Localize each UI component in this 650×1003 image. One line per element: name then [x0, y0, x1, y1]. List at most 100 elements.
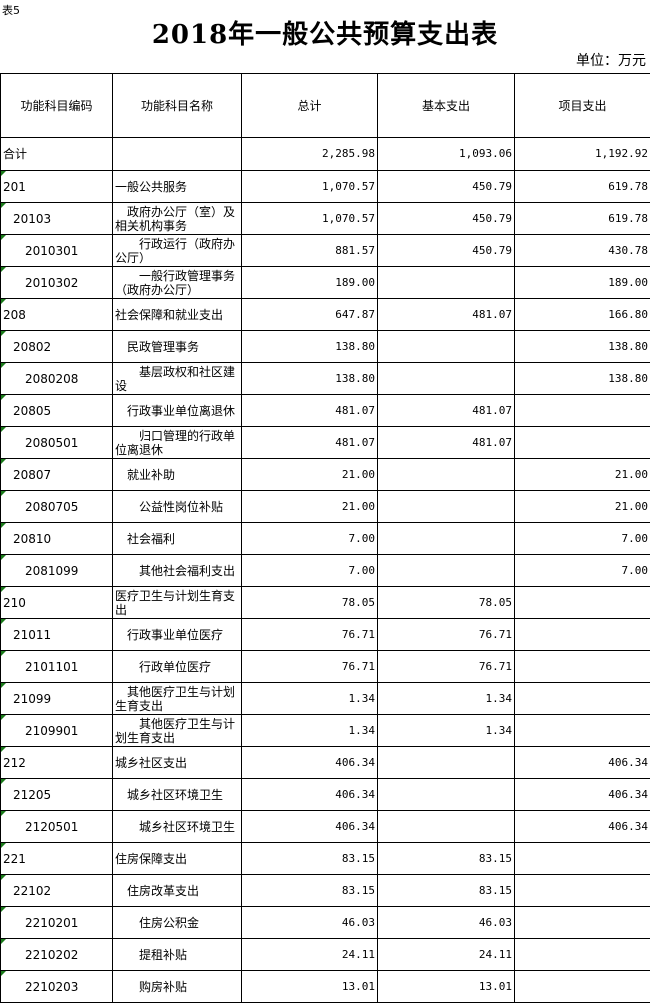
row-name: 行政单位医疗	[112, 650, 242, 683]
row-project: 406.34	[514, 778, 650, 811]
row-name: 购房补贴	[112, 970, 242, 1003]
total-project: 1,192.92	[514, 137, 650, 171]
row-name: 住房公积金	[112, 906, 242, 939]
row-total: 647.87	[241, 298, 378, 331]
row-basic: 450.79	[377, 170, 515, 203]
table-row: 201 一般公共服务 1,070.57 450.79 619.78	[0, 170, 650, 203]
table-row: 2101101 行政单位医疗 76.71 76.71	[0, 650, 650, 683]
row-code: 2210201	[0, 906, 113, 939]
row-total: 24.11	[241, 938, 378, 971]
row-name: 一般行政管理事务（政府办公厅）	[112, 266, 242, 299]
row-name: 其他医疗卫生与计划生育支出	[112, 714, 242, 747]
row-project	[514, 842, 650, 875]
row-name: 其他医疗卫生与计划生育支出	[112, 682, 242, 715]
row-total: 76.71	[241, 618, 378, 651]
row-project	[514, 586, 650, 619]
row-basic: 481.07	[377, 394, 515, 427]
row-basic	[377, 458, 515, 491]
row-name: 民政管理事务	[112, 330, 242, 363]
row-basic	[377, 330, 515, 363]
row-total: 406.34	[241, 746, 378, 779]
row-total: 1,070.57	[241, 202, 378, 235]
row-basic: 83.15	[377, 842, 515, 875]
row-code: 2101101	[0, 650, 113, 683]
row-project	[514, 426, 650, 459]
table-row: 2210203 购房补贴 13.01 13.01	[0, 970, 650, 1003]
row-code: 2210202	[0, 938, 113, 971]
row-total: 7.00	[241, 522, 378, 555]
table-row: 2080208 基层政权和社区建设 138.80 138.80	[0, 362, 650, 395]
total-basic: 1,093.06	[377, 137, 515, 171]
row-code: 212	[0, 746, 113, 779]
table-row: 22102 住房改革支出 83.15 83.15	[0, 874, 650, 907]
row-basic	[377, 266, 515, 299]
row-project	[514, 682, 650, 715]
row-name: 城乡社区支出	[112, 746, 242, 779]
row-project: 166.80	[514, 298, 650, 331]
row-code: 20103	[0, 202, 113, 235]
row-name: 社会保障和就业支出	[112, 298, 242, 331]
total-name	[112, 137, 242, 171]
row-name: 基层政权和社区建设	[112, 362, 242, 395]
row-project: 21.00	[514, 490, 650, 523]
row-project: 138.80	[514, 362, 650, 395]
row-project: 189.00	[514, 266, 650, 299]
row-total: 481.07	[241, 426, 378, 459]
table-row: 21011 行政事业单位医疗 76.71 76.71	[0, 618, 650, 651]
row-code: 21011	[0, 618, 113, 651]
row-basic: 481.07	[377, 426, 515, 459]
row-total: 83.15	[241, 842, 378, 875]
table-row: 210 医疗卫生与计划生育支出 78.05 78.05	[0, 586, 650, 619]
table-row: 2010301 行政运行（政府办公厅） 881.57 450.79 430.78	[0, 234, 650, 267]
header-basic: 基本支出	[377, 73, 515, 138]
row-name: 政府办公厅（室）及相关机构事务	[112, 202, 242, 235]
row-basic: 13.01	[377, 970, 515, 1003]
row-code: 22102	[0, 874, 113, 907]
row-total: 138.80	[241, 330, 378, 363]
row-name: 行政事业单位离退休	[112, 394, 242, 427]
row-basic	[377, 490, 515, 523]
header-project: 项目支出	[514, 73, 650, 138]
row-basic: 76.71	[377, 618, 515, 651]
row-code: 20805	[0, 394, 113, 427]
row-code: 21099	[0, 682, 113, 715]
table-row: 20103 政府办公厅（室）及相关机构事务 1,070.57 450.79 619.78	[0, 202, 650, 235]
total-label: 合计	[0, 137, 113, 171]
total-total: 2,285.98	[241, 137, 378, 171]
row-basic: 1.34	[377, 682, 515, 715]
table-row: 221 住房保障支出 83.15 83.15	[0, 842, 650, 875]
row-total: 21.00	[241, 458, 378, 491]
row-project	[514, 874, 650, 907]
row-name: 行政运行（政府办公厅）	[112, 234, 242, 267]
row-project: 21.00	[514, 458, 650, 491]
budget-table: 功能科目编码 功能科目名称 总计 基本支出 项目支出 合计 2,285.98 1…	[0, 73, 650, 1003]
header-name: 功能科目名称	[112, 73, 242, 138]
row-total: 13.01	[241, 970, 378, 1003]
table-number: 表5	[2, 4, 20, 17]
row-basic	[377, 362, 515, 395]
table-row: 21099 其他医疗卫生与计划生育支出 1.34 1.34	[0, 682, 650, 715]
table-row: 2081099 其他社会福利支出 7.00 7.00	[0, 554, 650, 587]
table-row: 20807 就业补助 21.00 21.00	[0, 458, 650, 491]
row-project	[514, 906, 650, 939]
row-name: 城乡社区环境卫生	[112, 810, 242, 843]
row-basic	[377, 778, 515, 811]
row-total: 83.15	[241, 874, 378, 907]
header-total: 总计	[241, 73, 378, 138]
header-code: 功能科目编码	[0, 73, 113, 138]
row-basic: 450.79	[377, 234, 515, 267]
row-basic	[377, 746, 515, 779]
row-name: 社会福利	[112, 522, 242, 555]
row-total: 406.34	[241, 810, 378, 843]
row-basic: 83.15	[377, 874, 515, 907]
table-row: 20802 民政管理事务 138.80 138.80	[0, 330, 650, 363]
row-project: 619.78	[514, 170, 650, 203]
row-name: 住房改革支出	[112, 874, 242, 907]
total-row: 合计 2,285.98 1,093.06 1,192.92	[0, 137, 650, 171]
row-total: 78.05	[241, 586, 378, 619]
row-basic: 76.71	[377, 650, 515, 683]
row-code: 221	[0, 842, 113, 875]
row-project: 619.78	[514, 202, 650, 235]
row-basic: 1.34	[377, 714, 515, 747]
row-code: 210	[0, 586, 113, 619]
